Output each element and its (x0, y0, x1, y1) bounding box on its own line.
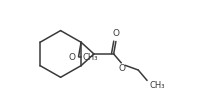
Text: CH₃: CH₃ (83, 53, 98, 62)
Text: O: O (112, 29, 119, 38)
Text: O: O (119, 64, 126, 73)
Text: O: O (69, 53, 76, 62)
Text: CH₃: CH₃ (149, 81, 164, 90)
